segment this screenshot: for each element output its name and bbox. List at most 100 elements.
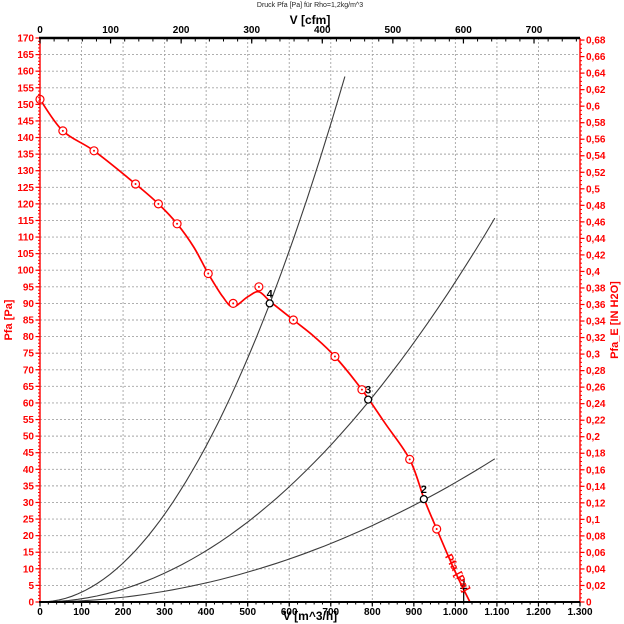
operating-point-number: 1: [461, 577, 467, 589]
left-tick-label: 30: [23, 498, 35, 509]
bottom-tick-label: 200: [115, 607, 132, 618]
bottom-tick-label: 400: [198, 607, 215, 618]
bottom-tick-label: 100: [73, 607, 90, 618]
right-tick-label: 0,64: [586, 69, 606, 80]
bottom-axis-label: V [m^3/h]: [282, 609, 338, 623]
bottom-tick-label: 500: [239, 607, 256, 618]
right-tick-label: 0,26: [586, 383, 606, 394]
right-tick-label: 0,52: [586, 168, 606, 179]
left-tick-label: 65: [23, 382, 35, 393]
right-tick-label: 0,18: [586, 449, 606, 460]
bottom-tick-label: 700: [322, 607, 339, 618]
left-tick-label: 5: [28, 581, 34, 592]
left-tick-label: 85: [23, 316, 35, 327]
data-point-marker: [203, 268, 213, 279]
right-tick-label: 0,56: [586, 135, 606, 146]
data-point-marker: [228, 298, 238, 309]
right-tick-label: 0,1: [586, 515, 600, 526]
operating-point-number: 4: [267, 288, 274, 300]
left-tick-label: 150: [17, 100, 34, 111]
system-curve-middle: [39, 217, 496, 603]
right-tick-label: 0,44: [586, 234, 606, 245]
left-tick-label: 160: [17, 67, 34, 78]
right-tick-label: 0,46: [586, 217, 606, 228]
left-tick-label: 105: [17, 249, 34, 260]
top-tick-label: 300: [243, 25, 260, 36]
right-tick-label: 0,04: [586, 564, 606, 575]
right-tick-label: 0,48: [586, 201, 606, 212]
right-tick-label: 0,06: [586, 548, 606, 559]
right-tick-label: 0,08: [586, 531, 606, 542]
right-tick-label: 0,16: [586, 465, 606, 476]
left-tick-label: 125: [17, 183, 34, 194]
top-tick-label: 100: [102, 25, 119, 36]
bottom-tick-label: 300: [156, 607, 173, 618]
chart-title: Druck Pfa [Pa] für Rho=1,2kg/m^3: [256, 2, 364, 9]
bottom-tick-label: 1.200: [526, 607, 551, 618]
data-point-marker: [357, 385, 367, 395]
bottom-tick-label: 900: [406, 607, 423, 618]
right-tick-label: 0,62: [586, 85, 606, 96]
left-tick-label: 110: [18, 233, 35, 244]
left-tick-label: 25: [23, 515, 35, 526]
data-point-marker: [89, 146, 99, 156]
data-point-marker: [330, 351, 340, 362]
left-tick-label: 10: [23, 564, 35, 575]
bottom-tick-label: 600: [281, 607, 298, 618]
left-tick-label: 100: [17, 266, 34, 277]
left-tick-label: 70: [23, 365, 35, 376]
top-tick-label: 200: [173, 25, 190, 36]
bottom-tick-label: 800: [364, 607, 381, 618]
left-tick-label: 170: [17, 34, 34, 45]
data-point-marker: [172, 219, 182, 229]
left-tick-label: 55: [23, 415, 35, 426]
top-tick-label: 400: [314, 25, 331, 36]
right-axis-label: Pfa_E [IN H2O]: [609, 281, 621, 359]
left-tick-label: 120: [17, 199, 34, 210]
left-tick-label: 20: [23, 531, 35, 542]
right-tick-label: 0,5: [586, 184, 600, 195]
left-tick-label: 145: [17, 116, 34, 127]
right-tick-label: 0,2: [586, 432, 600, 443]
left-tick-label: 0: [28, 598, 34, 609]
left-tick-label: 60: [23, 398, 35, 409]
data-point-marker: [432, 524, 442, 534]
data-point-marker: [58, 126, 68, 136]
bottom-tick-label: 0: [37, 607, 43, 618]
data-point-marker: [288, 315, 298, 325]
system-curve-steep: [39, 76, 346, 603]
left-axis-label: Pfa [Pa]: [3, 299, 15, 341]
right-tick-label: 0: [586, 598, 592, 609]
bottom-tick-label: 1.100: [484, 607, 509, 618]
right-tick-label: 0,24: [586, 399, 606, 410]
data-point-marker: [130, 179, 141, 189]
left-tick-label: 140: [17, 133, 34, 144]
right-tick-label: 0,12: [586, 498, 606, 509]
right-tick-label: 0,4: [586, 267, 600, 278]
operating-point-number: 2: [421, 484, 427, 496]
right-tick-label: 0,22: [586, 416, 606, 427]
operating-point-4: 4: [265, 288, 274, 308]
top-axis-label: V [cfm]: [289, 13, 331, 27]
right-tick-label: 0,38: [586, 283, 606, 294]
right-tick-label: 0,32: [586, 333, 606, 344]
left-tick-label: 90: [23, 299, 35, 310]
system-curve-shallow: [39, 458, 496, 603]
operating-point-3: 3: [364, 385, 373, 404]
left-tick-label: 40: [23, 465, 35, 476]
left-tick-label: 75: [23, 349, 35, 360]
right-tick-label: 0,14: [586, 482, 606, 493]
right-tick-label: 0,3: [586, 350, 600, 361]
right-tick-label: 0,34: [586, 317, 606, 328]
right-tick-label: 0,54: [586, 151, 606, 162]
right-tick-label: 0,42: [586, 250, 606, 261]
left-tick-label: 95: [23, 282, 35, 293]
bottom-tick-label: 1.000: [443, 607, 468, 618]
left-tick-label: 45: [23, 448, 35, 459]
right-tick-label: 0,28: [586, 366, 606, 377]
fan-curve: [39, 98, 471, 603]
left-tick-label: 115: [18, 216, 35, 227]
left-tick-label: 130: [17, 166, 34, 177]
left-tick-label: 35: [23, 481, 35, 492]
